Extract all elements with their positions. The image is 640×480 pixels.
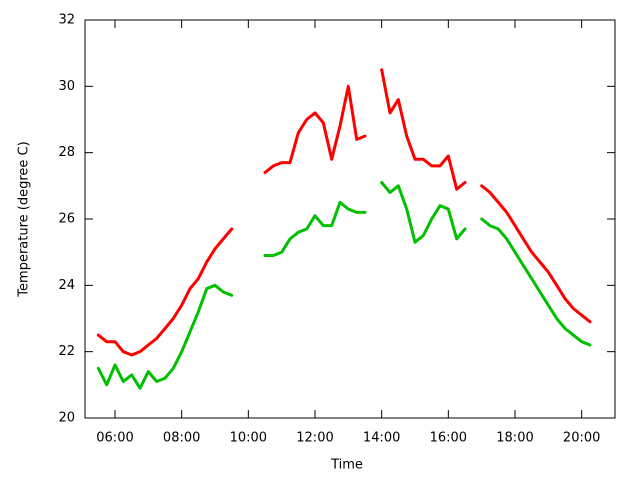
y-tick-label: 30 <box>58 79 75 94</box>
y-tick-label: 26 <box>58 212 75 227</box>
x-tick-label: 08:00 <box>163 431 200 446</box>
x-tick-label: 06:00 <box>96 431 133 446</box>
plot-frame <box>84 19 616 419</box>
y-tick-label: 28 <box>58 145 75 160</box>
data-line <box>96 181 592 390</box>
y-axis-label: Temperature (degree C) <box>17 141 32 297</box>
data-line <box>96 68 592 357</box>
x-tick-label: 12:00 <box>296 431 333 446</box>
y-tick-label: 32 <box>58 13 75 28</box>
x-tick-label: 18:00 <box>496 431 533 446</box>
x-axis-label: Time <box>330 458 363 473</box>
x-tick-label: 16:00 <box>430 431 467 446</box>
x-tick-label: 10:00 <box>230 431 267 446</box>
y-tick-label: 24 <box>58 278 75 293</box>
x-tick-label: 14:00 <box>363 431 400 446</box>
y-tick-label: 20 <box>58 411 75 426</box>
y-tick-label: 22 <box>58 344 75 359</box>
x-tick-label: 20:00 <box>563 431 600 446</box>
